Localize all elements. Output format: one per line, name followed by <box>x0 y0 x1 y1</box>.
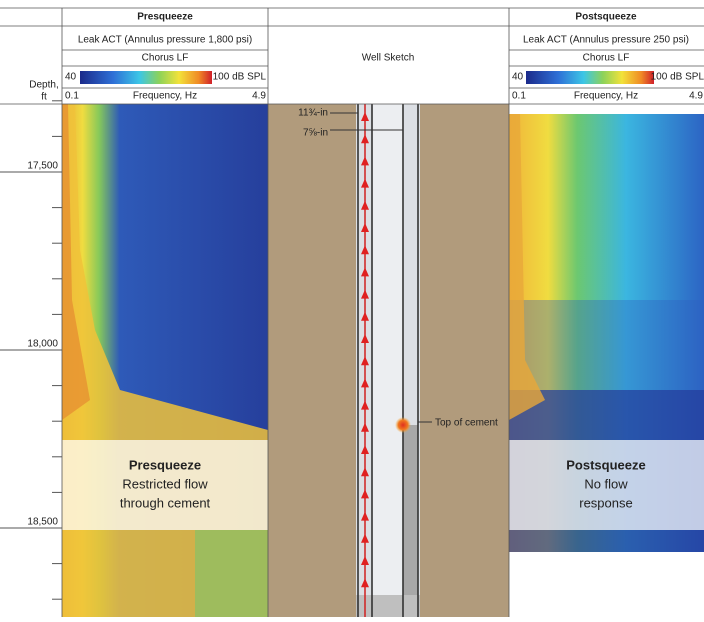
presqueeze-lower-region <box>195 530 268 617</box>
depth-tick-label: 18,500 <box>27 517 58 528</box>
freq-max: 4.9 <box>252 91 266 102</box>
scale-min: 40 <box>65 72 77 83</box>
depth-label: Depth, <box>29 80 58 91</box>
note-line: through cement <box>120 495 211 510</box>
tool-label: Chorus LF <box>142 53 189 64</box>
inner-casing-label: 7⅝-in <box>303 128 328 139</box>
track-title: Postsqueeze <box>575 12 637 23</box>
cement-label: Top of cement <box>435 418 498 429</box>
color-scale <box>526 71 654 84</box>
track-title: Presqueeze <box>137 12 193 23</box>
outer-casing-label: 11¾-in <box>298 108 328 119</box>
freq-label: Frequency, Hz <box>133 91 197 102</box>
depth-tick-label: 18,000 <box>27 339 58 350</box>
note-line: Restricted flow <box>122 476 208 491</box>
color-scale <box>80 71 212 84</box>
leak-label: Leak ACT (Annulus pressure 1,800 psi) <box>78 35 252 46</box>
note-title: Presqueeze <box>129 457 201 472</box>
leak-label: Leak ACT (Annulus pressure 250 psi) <box>523 35 689 46</box>
cement <box>403 425 418 617</box>
depth-label: ft <box>41 92 47 103</box>
depth-axis: 17,500 18,000 18,500 <box>0 101 62 599</box>
freq-min: 0.1 <box>65 91 79 102</box>
note-line: No flow <box>584 476 628 491</box>
tool-label: Chorus LF <box>583 53 630 64</box>
scale-max: 100 dB SPL <box>213 72 267 83</box>
inner-casing-bore <box>372 104 403 617</box>
depth-tick-label: 17,500 <box>27 161 58 172</box>
freq-max: 4.9 <box>689 91 703 102</box>
figure: 11¾-in 7⅝-in Top of cement Presqueeze Re… <box>0 0 704 617</box>
freq-min: 0.1 <box>512 91 526 102</box>
well-title: Well Sketch <box>362 53 415 64</box>
note-line: response <box>579 495 632 510</box>
freq-label: Frequency, Hz <box>574 91 638 102</box>
cement-top-marker <box>395 417 411 433</box>
page: 11¾-in 7⅝-in Top of cement Presqueeze Re… <box>0 0 704 617</box>
scale-max: 100 dB SPL <box>651 72 704 83</box>
note-title: Postsqueeze <box>566 457 645 472</box>
scale-min: 40 <box>512 72 524 83</box>
